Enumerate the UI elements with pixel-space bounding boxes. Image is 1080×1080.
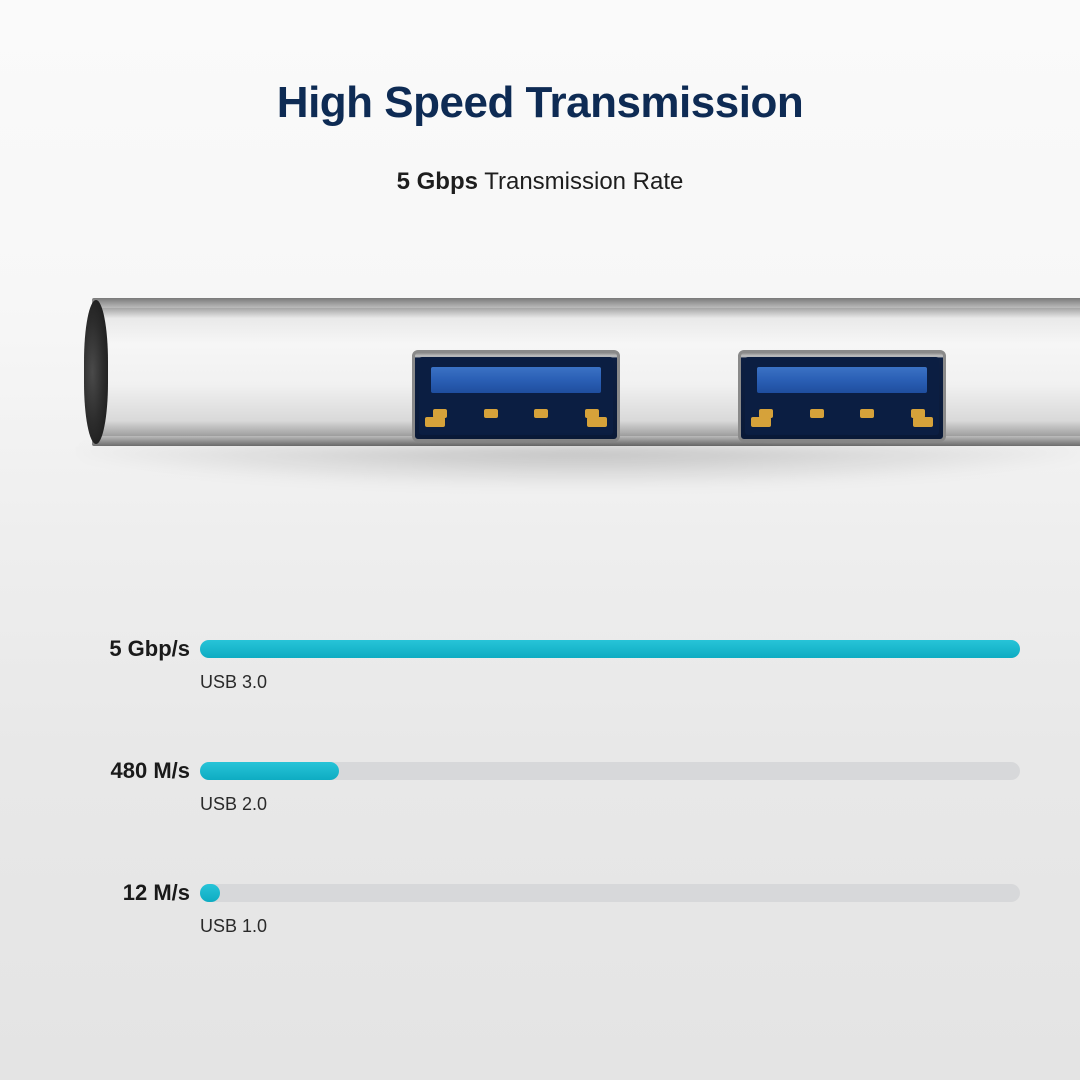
usb-hub-device <box>92 298 1080 446</box>
bar-label: 5 Gbp/s <box>74 636 190 662</box>
usb-port-cavity <box>419 357 613 435</box>
bar-row-usb3: 5 Gbp/s USB 3.0 <box>74 640 1020 698</box>
bar-track <box>200 884 1020 902</box>
bar-fill <box>200 762 339 780</box>
bar-track <box>200 640 1020 658</box>
usb-pin <box>484 409 498 418</box>
subtitle: 5 Gbps Transmission Rate <box>0 168 1080 196</box>
bar-sublabel: USB 1.0 <box>200 916 267 937</box>
usb-pin <box>860 409 874 418</box>
usb-tongue <box>757 367 927 393</box>
usb-port-1 <box>412 350 620 442</box>
bar-label: 12 M/s <box>74 880 190 906</box>
bar-sublabel: USB 3.0 <box>200 672 267 693</box>
usb-pins <box>759 409 925 423</box>
usb-port-cavity <box>745 357 939 435</box>
subtitle-bold: 5 Gbps <box>397 168 478 195</box>
bar-label: 480 M/s <box>74 758 190 784</box>
subtitle-rest: Transmission Rate <box>478 168 683 195</box>
usb-pin <box>534 409 548 418</box>
usb-pins <box>433 409 599 423</box>
speed-bar-chart: 5 Gbp/s USB 3.0 480 M/s USB 2.0 12 M/s U… <box>74 640 1020 1006</box>
page-title: High Speed Transmission <box>0 0 1080 128</box>
usb-bracket-pin <box>751 417 771 427</box>
bar-sublabel: USB 2.0 <box>200 794 267 815</box>
bar-row-usb1: 12 M/s USB 1.0 <box>74 884 1020 942</box>
usb-tongue <box>431 367 601 393</box>
usb-port-2 <box>738 350 946 442</box>
device-shadow <box>80 446 1080 486</box>
bar-row-usb2: 480 M/s USB 2.0 <box>74 762 1020 820</box>
hub-endcap <box>84 300 108 444</box>
usb-bracket-pin <box>425 417 445 427</box>
bar-fill <box>200 640 1020 658</box>
hub-top-edge <box>92 298 1080 308</box>
bar-track <box>200 762 1020 780</box>
usb-pin <box>810 409 824 418</box>
usb-bracket-pin <box>913 417 933 427</box>
bar-fill <box>200 884 220 902</box>
usb-bracket-pin <box>587 417 607 427</box>
